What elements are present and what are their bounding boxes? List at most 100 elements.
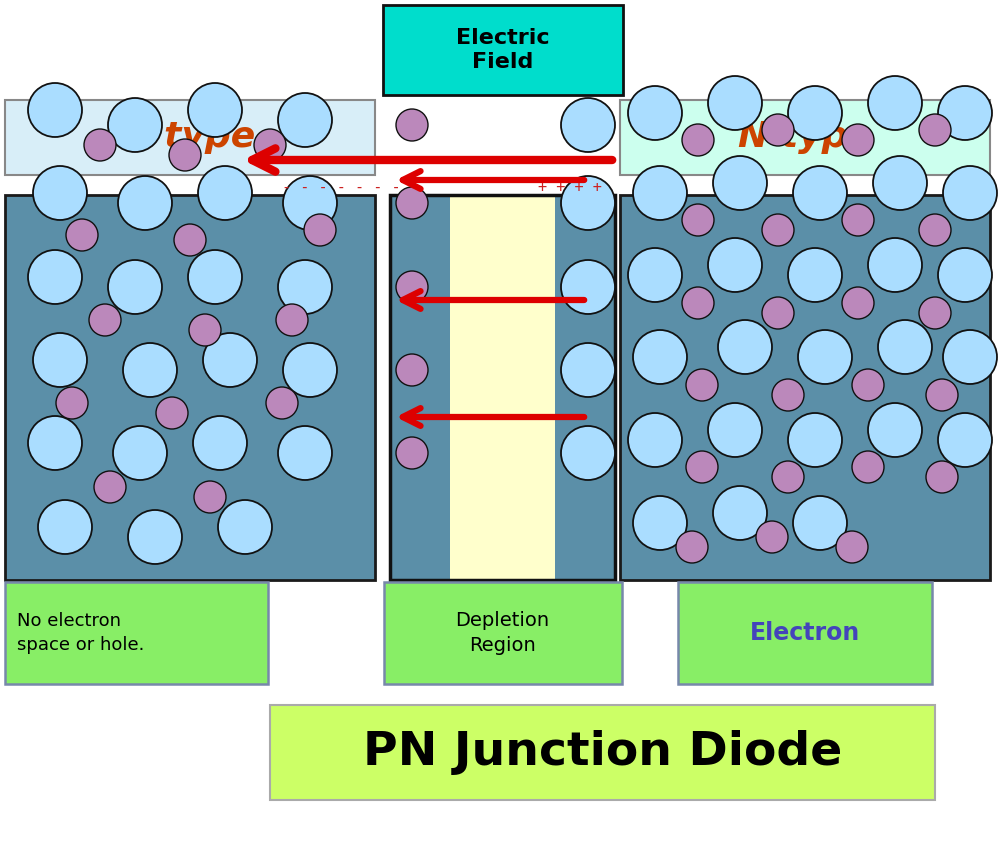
Circle shape [188,83,242,137]
Text: - - - - - - - -: - - - - - - - - [282,181,418,196]
Circle shape [254,129,286,161]
Circle shape [938,248,992,302]
Circle shape [193,416,247,470]
Circle shape [852,451,884,483]
Bar [382,5,622,95]
Bar [5,582,268,684]
Circle shape [156,397,188,429]
Circle shape [89,304,121,336]
Circle shape [919,214,951,246]
Text: N type: N type [738,121,872,154]
Bar [620,195,990,580]
Circle shape [842,124,874,156]
Circle shape [852,369,884,401]
Circle shape [38,500,92,554]
Circle shape [278,93,332,147]
Circle shape [762,114,794,146]
Circle shape [33,333,87,387]
Circle shape [842,204,874,236]
Bar [384,582,622,684]
Text: Depletion
Region: Depletion Region [455,611,550,655]
Circle shape [708,238,762,292]
Circle shape [762,297,794,329]
Circle shape [772,379,804,411]
Circle shape [943,166,997,220]
Circle shape [33,166,87,220]
Circle shape [868,76,922,130]
Circle shape [686,451,718,483]
Circle shape [561,426,615,480]
Circle shape [396,271,428,303]
Circle shape [788,248,842,302]
Circle shape [788,86,842,140]
Circle shape [198,166,252,220]
Circle shape [194,481,226,513]
Circle shape [118,176,172,230]
Circle shape [926,461,958,493]
Circle shape [938,413,992,467]
Circle shape [396,109,428,141]
Bar [5,195,375,580]
Circle shape [919,297,951,329]
Circle shape [873,156,927,210]
Circle shape [396,437,428,469]
Circle shape [113,426,167,480]
Circle shape [561,343,615,397]
Text: + + + +: + + + + [538,181,602,196]
Circle shape [174,224,206,256]
Circle shape [396,354,428,386]
Circle shape [713,486,767,540]
Bar [270,705,935,800]
Text: PN Junction Diode: PN Junction Diode [363,730,842,775]
Circle shape [189,314,221,346]
Circle shape [926,379,958,411]
Circle shape [878,320,932,374]
Circle shape [108,98,162,152]
Circle shape [276,304,308,336]
Circle shape [278,426,332,480]
Circle shape [94,471,126,503]
Text: P type: P type [125,121,255,154]
Circle shape [108,260,162,314]
Bar [390,195,615,580]
Bar [620,100,990,175]
Circle shape [628,248,682,302]
Circle shape [798,330,852,384]
Circle shape [188,250,242,304]
Circle shape [793,496,847,550]
Circle shape [713,156,767,210]
Text: Electric
Field: Electric Field [456,29,549,72]
Circle shape [628,413,682,467]
Bar [450,195,555,580]
Circle shape [633,330,687,384]
Circle shape [793,166,847,220]
Bar [5,100,375,175]
Circle shape [788,413,842,467]
Circle shape [304,214,336,246]
Circle shape [718,320,772,374]
Circle shape [756,521,788,553]
Circle shape [283,176,337,230]
Circle shape [28,250,82,304]
Circle shape [84,129,116,161]
Circle shape [283,343,337,397]
Circle shape [218,500,272,554]
Circle shape [682,287,714,319]
Bar [678,582,932,684]
Circle shape [762,214,794,246]
Circle shape [128,510,182,564]
Circle shape [682,204,714,236]
Circle shape [842,287,874,319]
Circle shape [628,86,682,140]
Circle shape [66,219,98,251]
Circle shape [682,124,714,156]
Circle shape [169,139,201,171]
Circle shape [676,531,708,563]
Circle shape [56,387,88,419]
Circle shape [868,403,922,457]
Circle shape [772,461,804,493]
Circle shape [203,333,257,387]
Circle shape [28,83,82,137]
Circle shape [561,98,615,152]
Circle shape [28,416,82,470]
